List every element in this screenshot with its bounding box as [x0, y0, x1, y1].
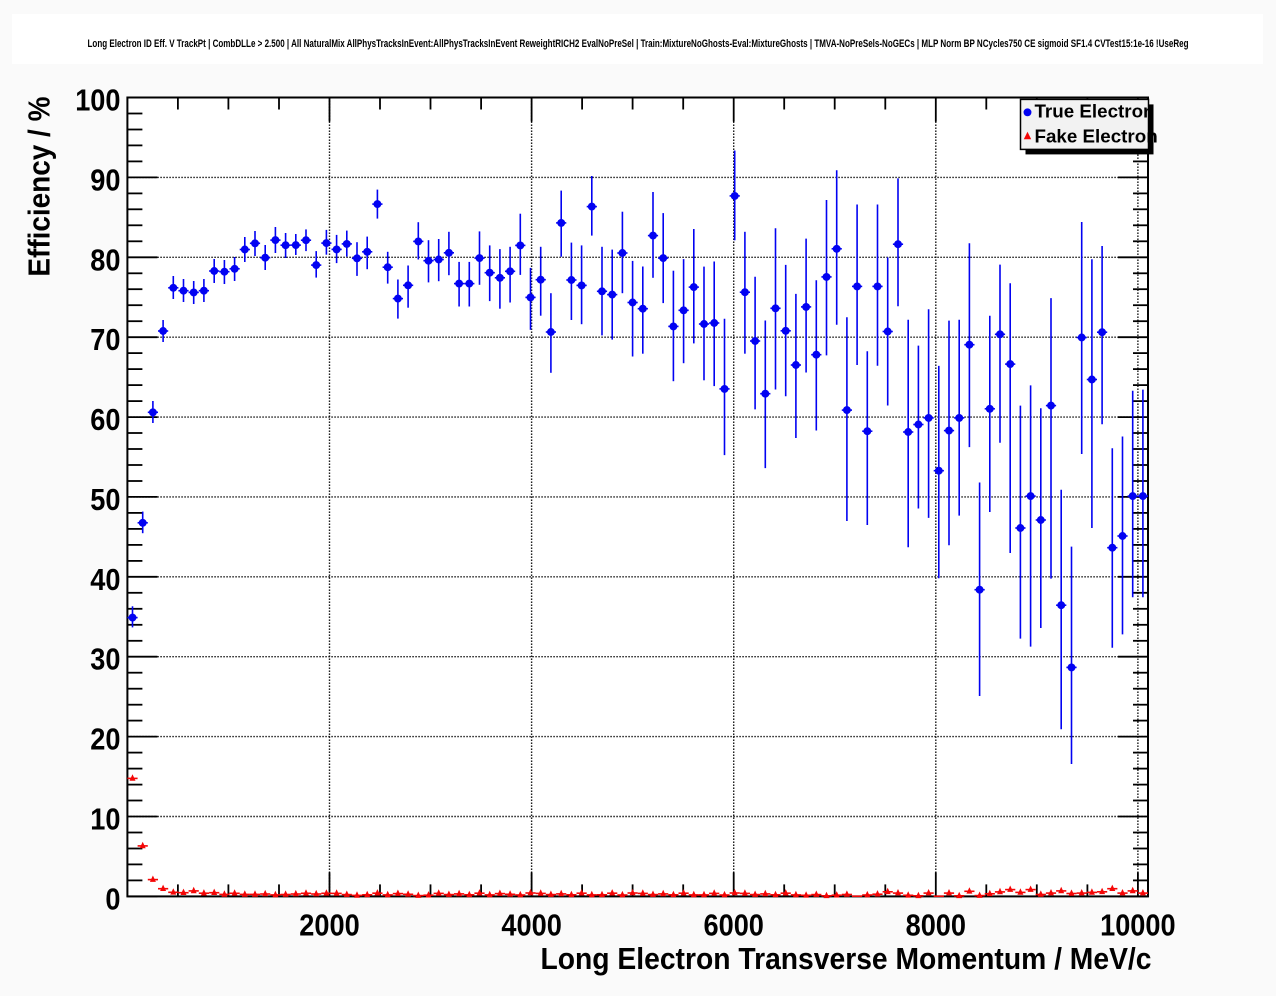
svg-text:10: 10	[90, 802, 120, 837]
svg-text:6000: 6000	[704, 908, 764, 943]
svg-text:0: 0	[105, 881, 120, 916]
svg-text:Efficiency / %: Efficiency / %	[23, 97, 57, 277]
svg-text:8000: 8000	[906, 908, 966, 943]
svg-text:True Electron: True Electron	[1035, 101, 1155, 122]
svg-text:60: 60	[90, 402, 120, 437]
svg-text:80: 80	[90, 242, 120, 277]
svg-text:30: 30	[90, 642, 120, 677]
svg-text:4000: 4000	[501, 908, 561, 943]
svg-text:100: 100	[75, 83, 120, 118]
svg-text:90: 90	[90, 162, 120, 197]
svg-text:40: 40	[90, 562, 120, 597]
svg-text:70: 70	[90, 322, 120, 357]
svg-text:10000: 10000	[1100, 908, 1176, 943]
svg-text:Fake Electron: Fake Electron	[1035, 126, 1158, 147]
svg-text:Long Electron ID Eff. V TrackP: Long Electron ID Eff. V TrackPt | CombDL…	[88, 38, 1189, 50]
svg-text:50: 50	[90, 482, 120, 517]
svg-text:Long Electron Transverse Momen: Long Electron Transverse Momentum / MeV/…	[541, 941, 1152, 976]
svg-text:20: 20	[90, 722, 120, 757]
svg-text:2000: 2000	[299, 908, 359, 943]
